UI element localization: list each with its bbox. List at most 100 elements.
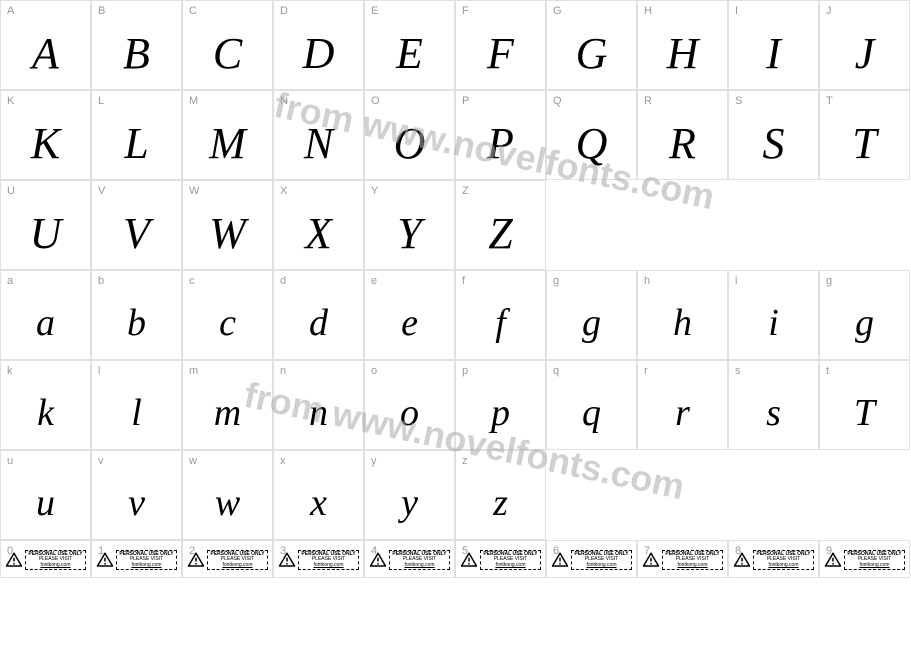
warning-text: PERSONAL USE ONLYPLEASE VISITfontkong.co…: [662, 550, 722, 571]
glyph: u: [36, 481, 55, 525]
glyph-cell: PP: [455, 90, 546, 180]
warning-text: PERSONAL USE ONLYPLEASE VISITfontkong.co…: [571, 550, 631, 571]
warning-badge: PERSONAL USE ONLYPLEASE VISITfontkong.co…: [274, 541, 363, 577]
warning-badge: PERSONAL USE ONLYPLEASE VISITfontkong.co…: [547, 541, 636, 577]
cell-label: I: [735, 5, 738, 17]
warning-text: PERSONAL USE ONLYPLEASE VISITfontkong.co…: [298, 550, 358, 571]
glyph-cell: MM: [182, 90, 273, 180]
cell-label: 4: [371, 545, 377, 557]
glyph-cell: [819, 450, 910, 540]
cell-label: B: [98, 5, 105, 17]
glyph-cell: ss: [728, 360, 819, 450]
warning-text: PERSONAL USE ONLYPLEASE VISITfontkong.co…: [389, 550, 449, 571]
glyph-cell: ii: [728, 270, 819, 360]
glyph-cell: JJ: [819, 0, 910, 90]
warning-text: PERSONAL USE ONLYPLEASE VISITfontkong.co…: [116, 550, 176, 571]
glyph: f: [495, 301, 506, 345]
number-cell: 7PERSONAL USE ONLYPLEASE VISITfontkong.c…: [637, 540, 728, 578]
glyph-cell: rr: [637, 360, 728, 450]
glyph-cell: HH: [637, 0, 728, 90]
glyph: d: [309, 301, 328, 345]
glyph: N: [304, 118, 333, 169]
cell-label: z: [462, 455, 468, 467]
number-cell: 0PERSONAL USE ONLYPLEASE VISITfontkong.c…: [0, 540, 91, 578]
cell-label: C: [189, 5, 197, 17]
glyph-cell: hh: [637, 270, 728, 360]
glyph: h: [673, 301, 692, 345]
glyph: e: [401, 301, 418, 345]
glyph-cell: nn: [273, 360, 364, 450]
glyph-cell: zz: [455, 450, 546, 540]
warning-badge: PERSONAL USE ONLYPLEASE VISITfontkong.co…: [1, 541, 90, 577]
glyph: Q: [576, 118, 608, 169]
warning-text: PERSONAL USE ONLYPLEASE VISITfontkong.co…: [480, 550, 540, 571]
glyph: H: [667, 28, 699, 79]
glyph: O: [394, 118, 426, 169]
warning-badge: PERSONAL USE ONLYPLEASE VISITfontkong.co…: [365, 541, 454, 577]
cell-label: 9: [826, 545, 832, 557]
glyph-cell: [546, 180, 637, 270]
glyph: x: [310, 481, 327, 525]
number-cell: 2PERSONAL USE ONLYPLEASE VISITfontkong.c…: [182, 540, 273, 578]
glyph: W: [209, 208, 246, 259]
glyph: a: [36, 301, 55, 345]
character-map-grid: AABBCCDDEEFFGGHHIIJJKKLLMMNNOOPPQQRRSSTT…: [0, 0, 910, 578]
cell-label: n: [280, 365, 286, 377]
cell-label: u: [7, 455, 13, 467]
cell-label: g: [553, 275, 559, 287]
number-cell: 1PERSONAL USE ONLYPLEASE VISITfontkong.c…: [91, 540, 182, 578]
cell-label: A: [7, 5, 14, 17]
glyph: p: [491, 391, 510, 435]
cell-label: X: [280, 185, 287, 197]
warning-text: PERSONAL USE ONLYPLEASE VISITfontkong.co…: [844, 550, 904, 571]
glyph-cell: cc: [182, 270, 273, 360]
glyph: m: [214, 391, 241, 435]
glyph-cell: ww: [182, 450, 273, 540]
cell-label: G: [553, 5, 562, 17]
number-cell: 8PERSONAL USE ONLYPLEASE VISITfontkong.c…: [728, 540, 819, 578]
glyph: J: [855, 28, 875, 79]
warning-badge: PERSONAL USE ONLYPLEASE VISITfontkong.co…: [638, 541, 727, 577]
cell-label: a: [7, 275, 13, 287]
glyph-cell: tT: [819, 360, 910, 450]
glyph-cell: EE: [364, 0, 455, 90]
glyph-cell: [637, 180, 728, 270]
cell-label: H: [644, 5, 652, 17]
glyph: E: [396, 28, 423, 79]
cell-label: r: [644, 365, 648, 377]
cell-label: w: [189, 455, 197, 467]
glyph: X: [305, 208, 332, 259]
cell-label: 6: [553, 545, 559, 557]
cell-label: d: [280, 275, 286, 287]
cell-label: s: [735, 365, 741, 377]
cell-label: L: [98, 95, 104, 107]
glyph-cell: CC: [182, 0, 273, 90]
cell-label: K: [7, 95, 14, 107]
cell-label: y: [371, 455, 377, 467]
glyph: K: [31, 118, 60, 169]
glyph-cell: yy: [364, 450, 455, 540]
glyph-cell: ll: [91, 360, 182, 450]
cell-label: f: [462, 275, 465, 287]
glyph: l: [131, 391, 142, 435]
number-cell: 4 PERSONAL USE ONLYPLEASE VISITfontkong.c…: [364, 540, 455, 578]
cell-label: v: [98, 455, 104, 467]
number-cell: 9 PERSONAL USE ONLYPLEASE VISITfontkong.c…: [819, 540, 910, 578]
cell-label: O: [371, 95, 380, 107]
glyph-cell: UU: [0, 180, 91, 270]
glyph-cell: vv: [91, 450, 182, 540]
glyph: c: [219, 301, 236, 345]
glyph-cell: qq: [546, 360, 637, 450]
cell-label: N: [280, 95, 288, 107]
cell-label: o: [371, 365, 377, 377]
glyph-cell: ff: [455, 270, 546, 360]
glyph-cell: ZZ: [455, 180, 546, 270]
cell-label: T: [826, 95, 833, 107]
glyph: y: [401, 481, 418, 525]
warning-badge: PERSONAL USE ONLYPLEASE VISITfontkong.co…: [92, 541, 181, 577]
cell-label: U: [7, 185, 15, 197]
glyph: A: [32, 28, 59, 79]
glyph-cell: GG: [546, 0, 637, 90]
cell-label: Q: [553, 95, 562, 107]
glyph-cell: uu: [0, 450, 91, 540]
